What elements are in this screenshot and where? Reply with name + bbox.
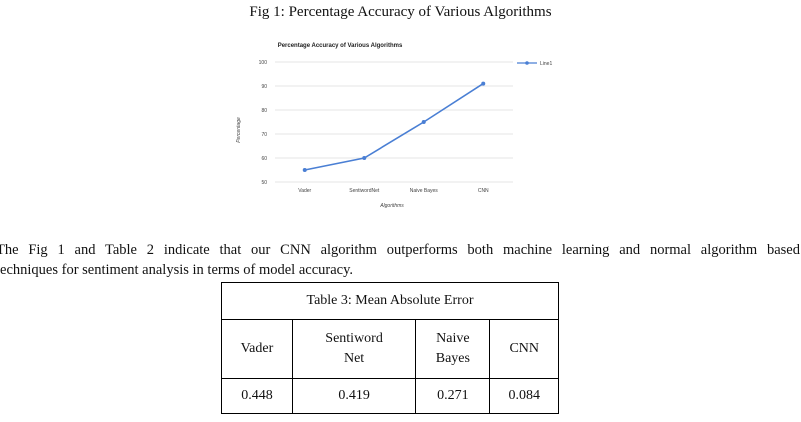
mae-table: Table 3: Mean Absolute Error Vader Senti… [221,282,559,414]
y-tick-label: 50 [261,180,267,186]
y-tick-labels: 50 60 70 80 90 100 [259,60,268,186]
table-row: 0.448 0.419 0.271 0.084 [221,378,559,414]
table-header-row: Vader Sentiword Net Naive Bayes CNN [221,319,559,379]
data-point [481,81,486,86]
x-tick-labels: Vader SentiwordNet Naive Bayes CNN [298,188,489,194]
legend-marker [525,61,529,65]
series-line [304,82,484,171]
x-tick-label: SentiwordNet [349,188,380,194]
table-caption: Table 3: Mean Absolute Error [221,282,559,320]
legend-label: Line1 [540,61,552,67]
chart-grid [275,61,513,183]
series-line1 [302,81,486,172]
y-tick-label: 70 [261,132,267,138]
y-axis-label: Percentage [236,117,242,143]
chart-svg: Percentage Accuracy of Various Algorithm… [236,43,552,209]
header-cell: Naive Bayes [415,319,491,379]
value-cell: 0.084 [489,378,559,414]
value-cell: 0.419 [291,378,417,414]
y-tick-label: 100 [259,60,268,66]
header-cell: CNN [489,319,559,379]
paragraph-line-1: The Fig 1 and Table 2 indicate that our … [0,242,800,258]
chart-title: Percentage Accuracy of Various Algorithm… [278,43,403,49]
header-cell: Vader [221,319,293,379]
value-cell: 0.271 [415,378,491,414]
x-axis-label: Algorithms [379,203,404,209]
y-tick-label: 80 [261,108,267,114]
y-tick-label: 60 [261,156,267,162]
body-paragraph: The Fig 1 and Table 2 indicate that our … [0,240,800,280]
header-cell: Sentiword Net [291,319,417,379]
line-chart: Percentage Accuracy of Various Algorithm… [225,35,580,215]
value-cell: 0.448 [221,378,293,414]
data-point [302,168,307,172]
x-tick-label: Vader [298,188,311,194]
paragraph-line-2: techniques for sentiment analysis in ter… [0,262,354,278]
x-tick-label: CNN [478,188,489,194]
figure-caption: Fig 1: Percentage Accuracy of Various Al… [249,4,552,20]
data-point [421,120,426,124]
legend: Line1 [517,61,552,67]
y-tick-label: 90 [261,84,267,90]
data-point [362,156,367,160]
x-tick-label: Naive Bayes [410,188,439,194]
